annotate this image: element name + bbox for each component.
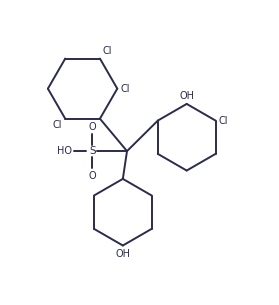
Text: OH: OH <box>179 91 194 101</box>
Text: Cl: Cl <box>103 46 112 56</box>
Text: S: S <box>89 146 96 156</box>
Text: Cl: Cl <box>52 120 62 130</box>
Text: HO: HO <box>57 146 72 156</box>
Text: Cl: Cl <box>219 116 229 126</box>
Text: Cl: Cl <box>121 84 130 94</box>
Text: OH: OH <box>115 249 130 259</box>
Text: O: O <box>88 122 96 132</box>
Text: O: O <box>88 171 96 181</box>
